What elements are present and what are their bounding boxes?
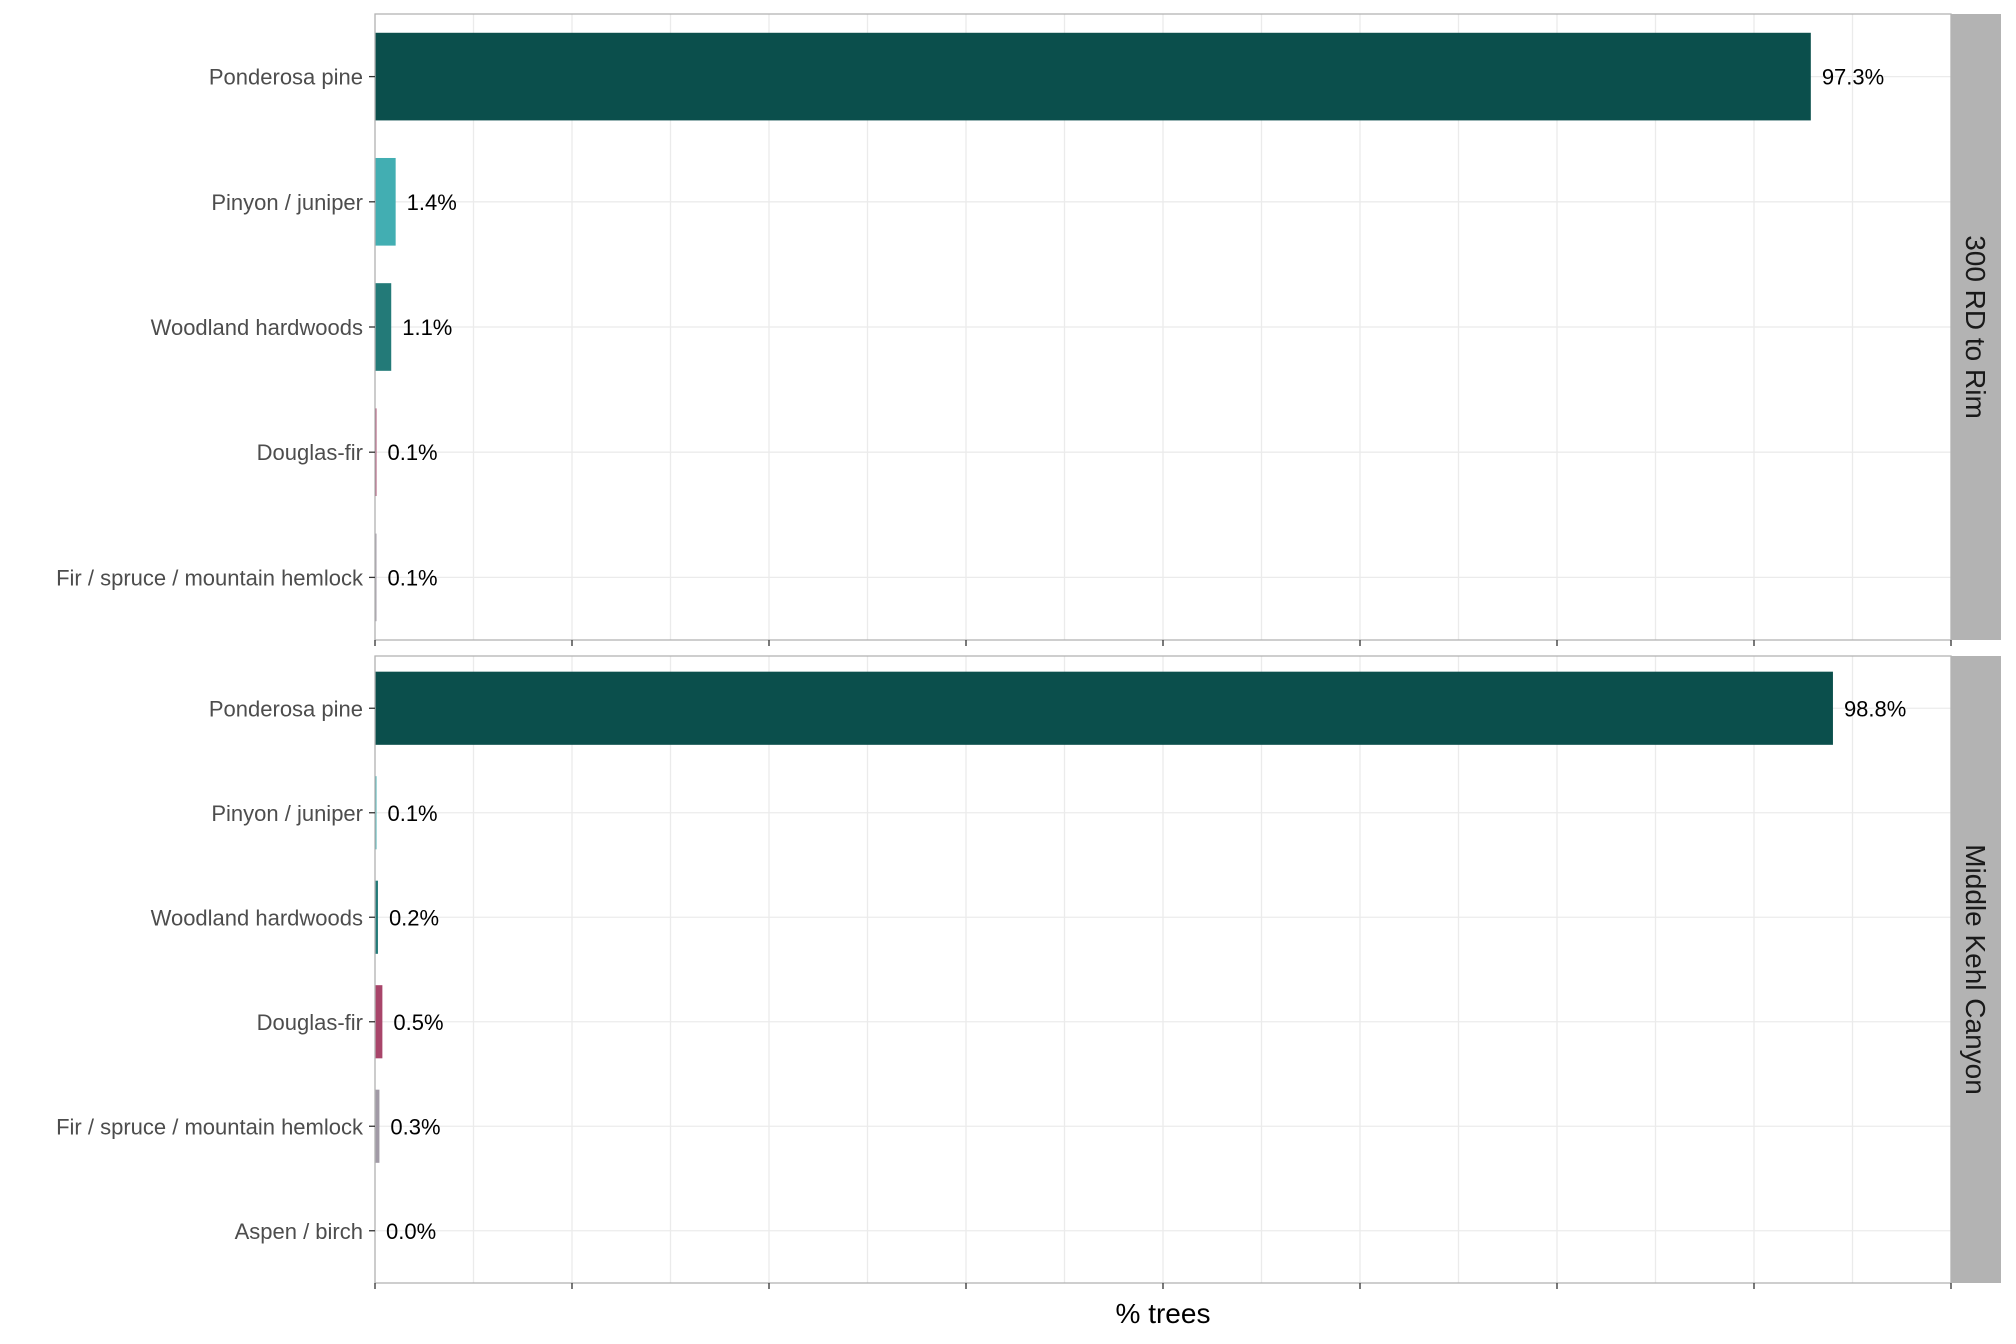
category-label: Douglas-fir (257, 1010, 363, 1035)
bar (375, 157, 396, 246)
bar (375, 32, 1811, 121)
data-label: 1.1% (402, 315, 452, 340)
facet-strip-label: 300 RD to Rim (1960, 235, 1991, 419)
bar (375, 533, 377, 622)
bar (375, 985, 383, 1059)
category-label: Woodland hardwoods (151, 905, 363, 930)
category-label: Ponderosa pine (209, 65, 363, 90)
bar (375, 1089, 380, 1163)
data-label: 0.0% (386, 1219, 436, 1244)
category-label: Pinyon / juniper (211, 190, 363, 215)
bar (375, 776, 377, 850)
bar (375, 283, 392, 371)
x-axis-title: % trees (1116, 1298, 1211, 1329)
data-label: 0.1% (387, 801, 437, 826)
facet-panel: Ponderosa pine 97.3% Pinyon / juniper 1.4% W… (56, 13, 2001, 646)
category-label: Douglas-fir (257, 440, 363, 465)
data-label: 98.8% (1844, 696, 1906, 721)
facet-strip (1951, 14, 2001, 640)
data-label: 0.1% (387, 440, 437, 465)
data-label: 0.3% (390, 1114, 440, 1139)
category-label: Pinyon / juniper (211, 801, 363, 826)
facet-panel: Ponderosa pine 98.8% Pinyon / juniper 0.1% W… (56, 655, 2001, 1289)
data-label: 0.2% (389, 905, 439, 930)
category-label: Aspen / birch (235, 1219, 363, 1244)
category-label: Ponderosa pine (209, 696, 363, 721)
bar (375, 408, 377, 497)
bar (375, 880, 378, 954)
category-label: Fir / spruce / mountain hemlock (56, 1114, 364, 1139)
category-label: Woodland hardwoods (151, 315, 363, 340)
facet-strip-label: Middle Kehl Canyon (1960, 844, 1991, 1095)
data-label: 0.5% (393, 1010, 443, 1035)
data-label: 0.1% (387, 565, 437, 590)
category-label: Fir / spruce / mountain hemlock (56, 565, 364, 590)
facet-strip (1951, 656, 2001, 1283)
data-label: 1.4% (407, 190, 457, 215)
bar (375, 671, 1833, 745)
data-label: 97.3% (1822, 65, 1884, 90)
